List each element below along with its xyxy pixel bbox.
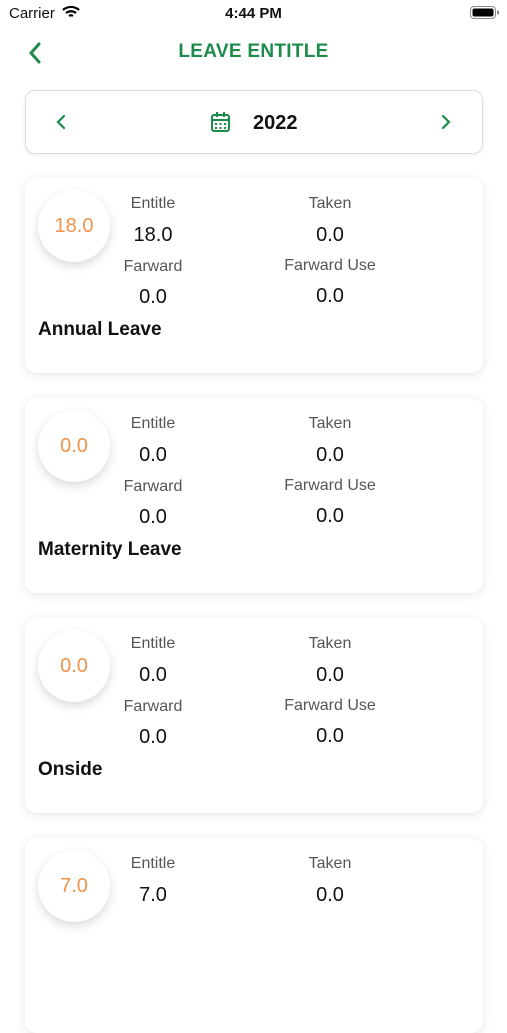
balance-circle: 0.0: [38, 630, 110, 702]
farward-use-value: 0.0: [316, 285, 344, 307]
taken-label: Taken: [308, 415, 352, 432]
leave-card: 18.0 Entitle 18.0 Taken 0.0 Farward 0.0 Farward…: [25, 178, 483, 373]
balance-circle: 18.0: [38, 190, 110, 262]
leave-name: Onside: [38, 759, 103, 780]
farward-value: 0.0: [139, 286, 167, 308]
taken-value: 0.0: [316, 224, 344, 246]
back-button[interactable]: [27, 41, 43, 65]
taken-label: Taken: [308, 855, 352, 872]
battery-icon: [470, 6, 499, 19]
farward-label: Farward: [123, 258, 183, 275]
leave-card: 0.0 Entitle 0.0 Taken 0.0 Farward 0.0 Farward U…: [25, 398, 483, 593]
leave-name: Annual Leave: [38, 319, 162, 340]
taken-value: 0.0: [316, 444, 344, 466]
prev-year[interactable]: [55, 114, 67, 130]
farward-label: Farward: [123, 478, 183, 495]
entitle-label: Entitle: [130, 195, 176, 212]
carrier: Carrier: [9, 5, 55, 22]
clock: 4:44 PM: [225, 5, 282, 22]
farward-use-value: 0.0: [316, 725, 344, 747]
farward-use-label: Farward Use: [284, 697, 376, 714]
year: 2022: [253, 112, 298, 134]
entitle-value: 0.0: [139, 444, 167, 466]
farward-label: Farward: [123, 698, 183, 715]
leave-card: 0.0 Entitle 0.0 Taken 0.0 Farward 0.0 Farward U…: [25, 618, 483, 813]
screen: Carrier 4:44 PM LEAVE ENTITLE 2022 18.0 E…: [9, 5, 499, 906]
farward-use-label: Farward Use: [284, 257, 376, 274]
farward-value: 0.0: [139, 726, 167, 748]
entitle-label: Entitle: [130, 635, 176, 652]
taken-value: 0.0: [316, 664, 344, 686]
taken-value: 0.0: [316, 884, 344, 906]
balance-circle: 0.0: [38, 410, 110, 482]
leave-card: 7.0 Entitle 7.0 Taken 0.0: [25, 838, 483, 1033]
farward-value: 0.0: [139, 506, 167, 528]
year-selector: [25, 90, 483, 154]
next-year[interactable]: [440, 114, 452, 130]
taken-label: Taken: [308, 635, 352, 652]
leave-name: Maternity Leave: [38, 539, 182, 560]
calendar-icon: [211, 112, 230, 132]
farward-use-label: Farward Use: [284, 477, 376, 494]
entitle-label: Entitle: [130, 415, 176, 432]
farward-use-value: 0.0: [316, 505, 344, 527]
entitle-label: Entitle: [130, 855, 176, 872]
entitle-value: 18.0: [133, 224, 173, 246]
entitle-value: 7.0: [139, 884, 167, 906]
entitle-value: 0.0: [139, 664, 167, 686]
wifi-icon: [62, 5, 80, 17]
taken-label: Taken: [308, 195, 352, 212]
page-title: LEAVE ENTITLE: [178, 41, 329, 62]
